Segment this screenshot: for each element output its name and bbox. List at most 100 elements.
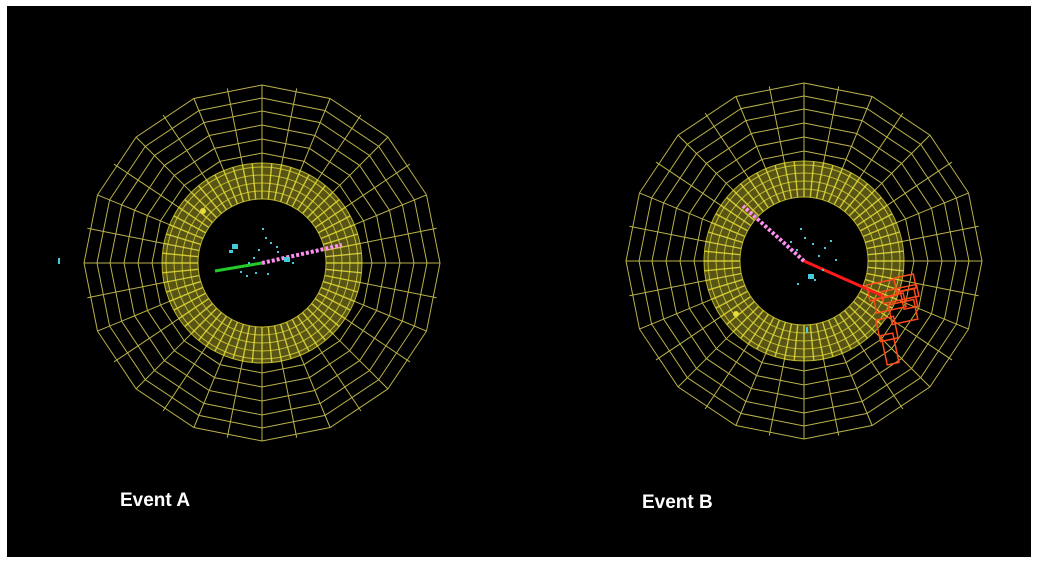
event-a-calorimeter-cell <box>190 191 218 219</box>
event-b-calorimeter-cell <box>867 250 904 256</box>
event-b-calorimeter-cell <box>726 197 755 221</box>
event-b-calorimeter-cell <box>856 296 888 318</box>
event-a-calorimeter-cell <box>241 164 251 201</box>
event-a-calorimeter-cell <box>285 321 301 356</box>
event-b-outer-spoke <box>859 343 904 410</box>
event-a-calorimeter-deposit <box>200 208 206 214</box>
event-b-hit <box>808 274 814 279</box>
event-a-display <box>58 84 441 442</box>
event-a-calorimeter-cell <box>311 303 340 327</box>
event-b-calorimeter-cell <box>867 266 904 272</box>
event-a-hit <box>255 272 257 274</box>
event-a-calorimeter-cell <box>166 233 202 246</box>
event-b-calorimeter-cell <box>821 321 834 357</box>
event-b-calorimeter-cell <box>809 324 815 361</box>
event-a-outer-spoke <box>87 227 164 244</box>
event-a-calorimeter-cell <box>279 167 292 203</box>
event-b-outer-spoke <box>768 86 785 163</box>
event-b-calorimeter-cell <box>704 266 741 272</box>
event-b-calorimeter-cell <box>827 168 843 203</box>
event-a-calorimeter-cell <box>232 323 245 359</box>
event-b-outer-spoke <box>704 343 749 410</box>
event-b-calorimeter <box>703 160 905 362</box>
event-a-calorimeter-cell <box>205 315 227 347</box>
event-b-calorimeter-cell <box>715 213 748 232</box>
event-b-outer-spoke <box>768 359 785 436</box>
event-b-calorimeter-cell <box>756 172 775 205</box>
event-a-outer-spoke <box>281 361 298 438</box>
event-a-hit <box>265 237 267 239</box>
event-a-outer-spoke <box>281 88 298 165</box>
event-a-calorimeter-cell <box>267 163 273 200</box>
event-a-hit <box>240 271 242 273</box>
event-a-calorimeter-cell <box>251 326 257 363</box>
event-a-calorimeter-cell <box>169 286 204 302</box>
event-b-hit <box>824 247 826 249</box>
event-b-calorimeter-cell <box>783 162 793 199</box>
event-a-hit <box>253 257 255 259</box>
event-a-calorimeter-cell <box>273 325 283 362</box>
event-b-calorimeter-cell <box>747 313 769 345</box>
event-a-outer-spoke <box>299 355 331 428</box>
event-b-calorimeter-cell <box>827 319 843 354</box>
event-a-hit <box>258 249 260 251</box>
event-b-hit <box>814 279 816 281</box>
event-a-calorimeter-cell <box>325 268 362 274</box>
event-b-calorimeter-cell <box>793 324 799 361</box>
event-a-calorimeter-cell <box>273 164 283 201</box>
event-a-outer-spoke <box>299 98 331 171</box>
event-a-calorimeter-cell <box>163 274 200 284</box>
event-a-calorimeter-cell <box>318 292 351 311</box>
event-b-outer-spoke <box>677 331 734 388</box>
event-a-hit <box>284 257 290 262</box>
event-b-calorimeter-cell <box>756 317 775 350</box>
event-a-calorimeter-cell <box>279 323 292 359</box>
event-b-outer-grid <box>625 82 983 440</box>
event-b-calorimeter-cell <box>732 305 760 333</box>
event-a-calorimeter-cell <box>162 252 199 258</box>
event-b-calorimeter-cell <box>848 189 876 217</box>
event-a-calorimeter-cell <box>198 185 222 214</box>
event-b-jet-cell <box>880 283 920 305</box>
event-b-display <box>625 82 983 440</box>
event-a-calorimeter-cell <box>166 280 202 293</box>
event-b-calorimeter-cell <box>783 323 793 360</box>
event-b-outer-spoke <box>639 298 712 330</box>
event-a-calorimeter-cell <box>297 179 319 211</box>
event-b-calorimeter-cell <box>705 272 742 282</box>
event-b-label: Event B <box>642 492 713 513</box>
event-a-outer-spoke <box>113 318 180 363</box>
event-b-outer-spoke <box>735 353 767 426</box>
event-a-hit <box>229 250 233 253</box>
event-b-outer-spoke <box>896 192 969 224</box>
event-b-calorimeter-cell <box>765 168 781 203</box>
event-a-outer-spoke <box>317 345 362 412</box>
event-b-outer-spoke <box>735 96 767 169</box>
event-a-calorimeter-cell <box>320 286 355 302</box>
event-a-calorimeter-cell <box>322 280 358 293</box>
event-b-hit <box>822 269 824 271</box>
event-b-calorimeter-cell <box>853 197 882 221</box>
event-b-hit <box>804 237 806 239</box>
event-a-outer-spoke <box>360 227 437 244</box>
event-a-calorimeter-cell <box>214 319 233 352</box>
event-a-outer-spoke <box>344 318 411 363</box>
event-b-jet-cell <box>887 298 919 326</box>
event-a-hit <box>270 242 272 244</box>
event-b-calorimeter-cell <box>720 296 752 318</box>
event-a-muon-track <box>261 243 343 265</box>
event-a-calorimeter-cell <box>311 199 340 223</box>
event-b-calorimeter-cell <box>833 172 852 205</box>
event-a-outer-spoke <box>360 282 437 299</box>
event-a-outer-spoke <box>193 98 225 171</box>
event-a-outer-spoke <box>226 88 243 165</box>
event-a-calorimeter-cell <box>205 179 227 211</box>
event-a-outer-spoke <box>354 300 427 332</box>
event-a-calorimeter-cell <box>325 252 362 258</box>
event-a-calorimeter-cell <box>162 268 199 274</box>
event-a-calorimeter-cell <box>251 163 257 200</box>
event-a-calorimeter-cell <box>320 224 355 240</box>
event-b-calorimeter-cell <box>864 278 900 291</box>
event-a-calorimeter-cell <box>291 319 310 352</box>
event-a-hit <box>276 246 278 248</box>
